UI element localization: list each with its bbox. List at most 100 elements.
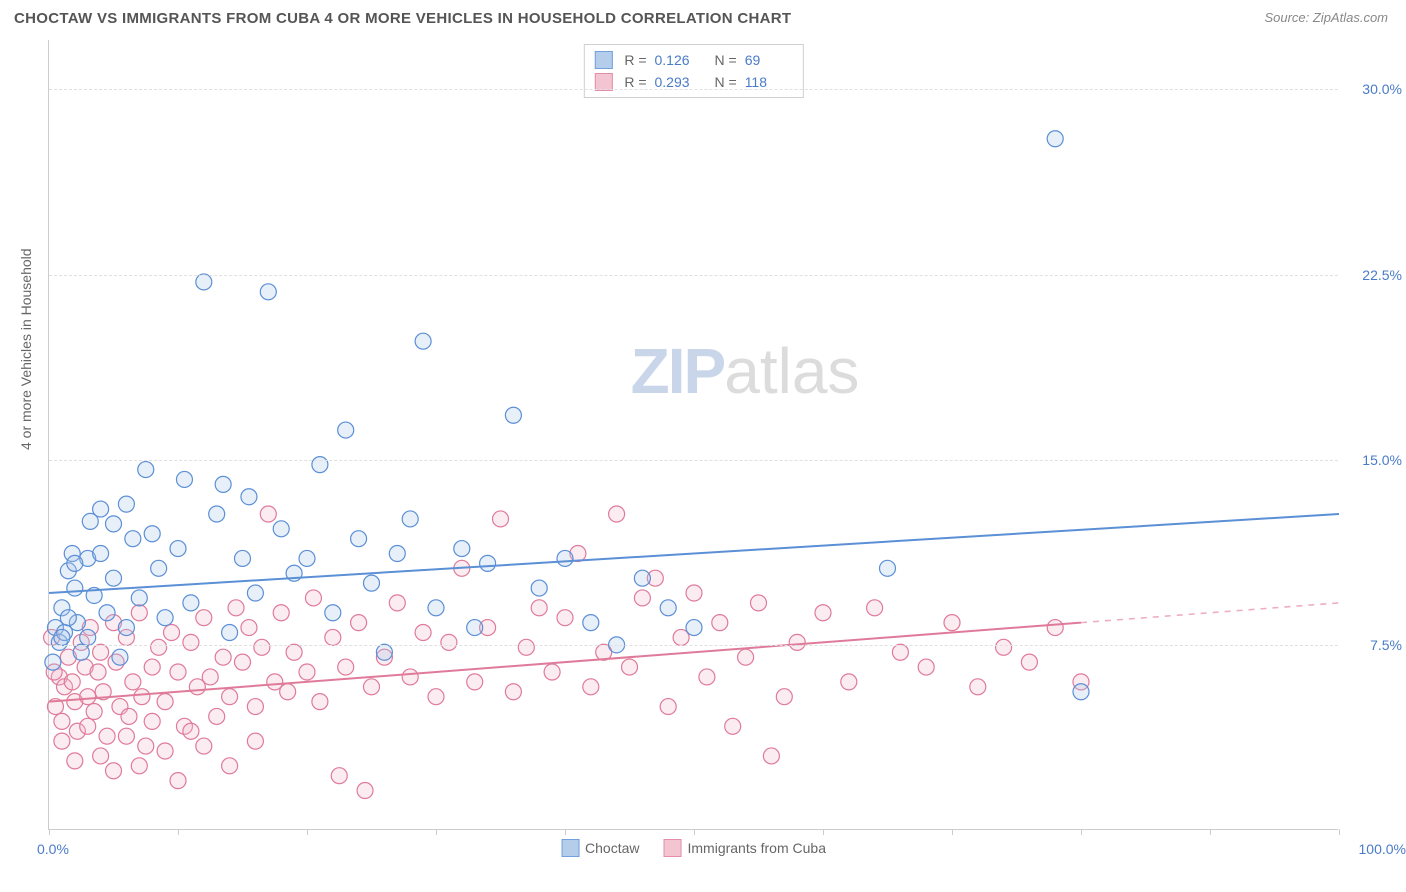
cuba-point <box>183 634 199 650</box>
x-tick <box>49 829 50 835</box>
cuba-point <box>260 506 276 522</box>
cuba-point <box>273 605 289 621</box>
choctaw-point <box>325 605 341 621</box>
cuba-point <box>93 748 109 764</box>
cuba-point <box>247 733 263 749</box>
cuba-point <box>776 689 792 705</box>
cuba-point <box>93 644 109 660</box>
cuba-point <box>518 639 534 655</box>
cuba-point <box>131 758 147 774</box>
cuba-point <box>305 590 321 606</box>
choctaw-point <box>176 471 192 487</box>
gridline <box>49 645 1338 646</box>
choctaw-point <box>351 531 367 547</box>
choctaw-point <box>209 506 225 522</box>
choctaw-point <box>364 575 380 591</box>
cuba-point <box>164 625 180 641</box>
cuba-point <box>222 758 238 774</box>
cuba-point <box>54 733 70 749</box>
cuba-point <box>215 649 231 665</box>
choctaw-point <box>338 422 354 438</box>
choctaw-point <box>531 580 547 596</box>
cuba-point <box>1021 654 1037 670</box>
choctaw-point <box>45 654 61 670</box>
cuba-point <box>222 689 238 705</box>
x-tick <box>1210 829 1211 835</box>
x-tick <box>694 829 695 835</box>
cuba-point <box>389 595 405 611</box>
choctaw-point <box>138 462 154 478</box>
y-tick-label: 22.5% <box>1362 267 1402 283</box>
cuba-point <box>125 674 141 690</box>
cuba-point <box>134 689 150 705</box>
swatch-choctaw <box>594 51 612 69</box>
chart-plot-area: ZIPatlas R = 0.126 N = 69 R = 0.293 N = … <box>48 40 1338 830</box>
cuba-point <box>157 694 173 710</box>
x-tick <box>952 829 953 835</box>
choctaw-point <box>557 550 573 566</box>
choctaw-point <box>247 585 263 601</box>
choctaw-point <box>80 629 96 645</box>
cuba-point <box>970 679 986 695</box>
choctaw-point <box>660 600 676 616</box>
swatch-cuba-bottom <box>663 839 681 857</box>
cuba-point <box>209 708 225 724</box>
choctaw-point <box>93 501 109 517</box>
choctaw-point <box>583 615 599 631</box>
choctaw-point <box>93 546 109 562</box>
cuba-point <box>415 625 431 641</box>
cuba-point <box>815 605 831 621</box>
choctaw-point <box>376 644 392 660</box>
cuba-point <box>725 718 741 734</box>
cuba-point <box>686 585 702 601</box>
choctaw-point <box>131 590 147 606</box>
cuba-point <box>699 669 715 685</box>
cuba-point <box>80 689 96 705</box>
choctaw-point <box>428 600 444 616</box>
cuba-point <box>364 679 380 695</box>
y-axis-title: 4 or more Vehicles in Household <box>18 248 34 450</box>
choctaw-point <box>99 605 115 621</box>
cuba-point <box>138 738 154 754</box>
choctaw-point <box>183 595 199 611</box>
series-legend: Choctaw Immigrants from Cuba <box>561 839 826 857</box>
cuba-point <box>441 634 457 650</box>
cuba-point <box>357 783 373 799</box>
x-tick <box>1339 829 1340 835</box>
x-tick <box>565 829 566 835</box>
choctaw-point <box>60 610 76 626</box>
choctaw-point <box>634 570 650 586</box>
choctaw-point <box>480 555 496 571</box>
choctaw-point <box>196 274 212 290</box>
choctaw-point <box>273 521 289 537</box>
cuba-point <box>80 718 96 734</box>
choctaw-point <box>235 550 251 566</box>
gridline <box>49 275 1338 276</box>
cuba-point <box>312 694 328 710</box>
choctaw-point <box>118 620 134 636</box>
choctaw-point <box>402 511 418 527</box>
x-tick <box>436 829 437 835</box>
choctaw-point <box>67 555 83 571</box>
cuba-point <box>64 674 80 690</box>
cuba-point <box>106 763 122 779</box>
choctaw-point <box>112 649 128 665</box>
cuba-point <box>428 689 444 705</box>
cuba-point <box>892 644 908 660</box>
cuba-point <box>202 669 218 685</box>
choctaw-point <box>467 620 483 636</box>
cuba-point <box>531 600 547 616</box>
choctaw-point <box>106 516 122 532</box>
cuba-point <box>247 699 263 715</box>
cuba-point <box>751 595 767 611</box>
cuba-point <box>90 664 106 680</box>
cuba-point <box>505 684 521 700</box>
choctaw-point <box>389 546 405 562</box>
choctaw-point <box>880 560 896 576</box>
cuba-point <box>241 620 257 636</box>
cuba-point <box>121 708 137 724</box>
cuba-point <box>712 615 728 631</box>
cuba-point <box>996 639 1012 655</box>
cuba-point <box>67 753 83 769</box>
choctaw-point <box>222 625 238 641</box>
